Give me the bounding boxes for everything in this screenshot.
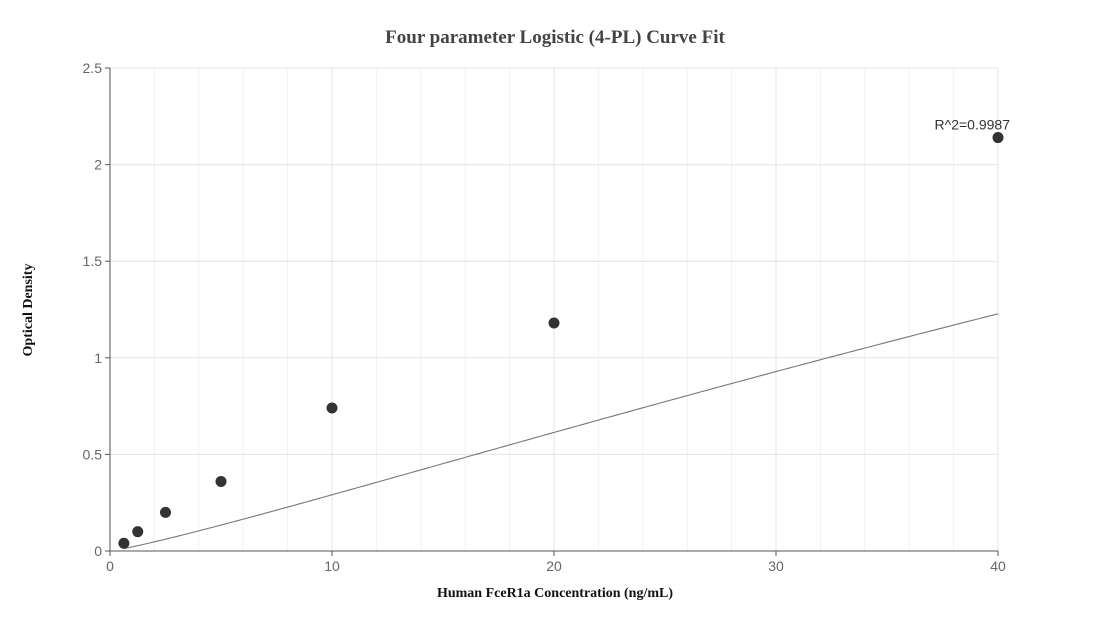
x-tick-label: 30 [768,558,784,574]
annotations: R^2=0.9987 [935,117,1011,133]
data-point [215,475,227,487]
data-point [548,317,560,329]
y-tick-label: 1.5 [83,253,103,269]
data-points [118,132,1004,549]
fit-curve-group [123,313,999,550]
data-point [326,402,338,414]
y-tick-label: 0 [94,543,102,559]
data-point [160,506,171,518]
tick-labels: 0 0.5 1 1.5 2 2.5 0 10 20 30 40 [83,60,1006,574]
data-point [992,132,1004,144]
x-tick-label: 10 [324,558,340,574]
x-tick-label: 20 [546,558,562,574]
y-tick-label: 2.5 [83,60,103,76]
data-point [132,526,144,538]
x-axis-title: Human FceR1a Concentration (ng/mL) [437,586,673,601]
fit-curve [123,313,999,550]
chart-title: Four parameter Logistic (4-PL) Curve Fit [385,27,725,48]
x-tick-label: 0 [106,558,114,574]
y-tick-label: 2 [94,157,102,173]
major-grid [110,67,999,551]
x-tick-label: 40 [990,558,1006,574]
minor-grid [153,68,955,551]
r-squared-annotation: R^2=0.9987 [935,117,1011,133]
data-point [118,537,130,549]
y-tick-label: 1 [94,350,102,366]
y-axis-title: Optical Density [21,264,36,357]
y-tick-label: 0.5 [83,446,103,462]
